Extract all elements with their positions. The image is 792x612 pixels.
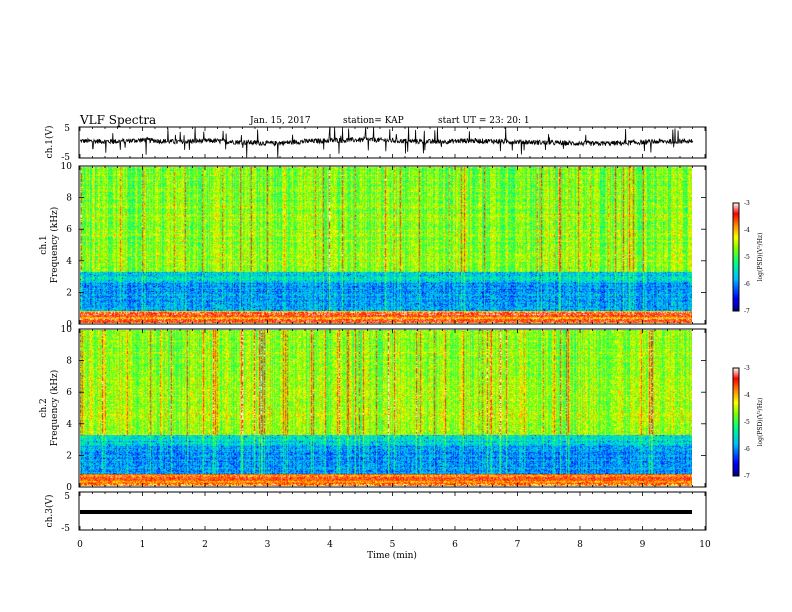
ch2-spec-ytick-6: 6 bbox=[66, 388, 72, 398]
ch2-spec-ytick-8: 8 bbox=[66, 357, 72, 367]
ch1-spec-ytick-8: 8 bbox=[66, 194, 72, 204]
xtick-label-10: 10 bbox=[699, 540, 711, 550]
xtick-label-9: 9 bbox=[640, 540, 646, 550]
figure-date: Jan. 15, 2017 bbox=[249, 116, 311, 126]
xtick-label-5: 5 bbox=[390, 540, 396, 550]
ch2-colorbar: -3 -4 -5 -6 -7 log(PSD)(V²/Hz) bbox=[732, 365, 764, 480]
cb1-tick--4: -4 bbox=[744, 227, 750, 234]
ch1-colorbar-label: log(PSD)(V²/Hz) bbox=[757, 233, 764, 282]
ch2-colorbar-gradient bbox=[733, 368, 739, 476]
figure-start-time: start UT = 23: 20: 1 bbox=[438, 116, 530, 126]
ch1-spectrogram-panel: 0 2 4 6 8 10 ch.1 Frequency (kHz) bbox=[39, 162, 707, 330]
ch1-ylabel: ch.1(V) bbox=[44, 126, 55, 159]
ch2-colorbar-frame bbox=[732, 367, 740, 477]
ch2-ylabel-frequency: Frequency (kHz) bbox=[49, 370, 60, 447]
cb2-tick--5: -5 bbox=[744, 419, 750, 426]
cb1-tick--5: -5 bbox=[744, 254, 750, 261]
ch2-spec-ytick-4: 4 bbox=[66, 420, 72, 430]
xtick-label-4: 4 bbox=[327, 540, 333, 550]
cb2-tick--4: -4 bbox=[744, 392, 750, 399]
ch2-spec-ytick-2: 2 bbox=[66, 451, 72, 461]
ch1-ylabel-channel: ch.1 bbox=[39, 235, 49, 254]
ch2-ylabel-channel: ch.2 bbox=[39, 398, 49, 417]
ch1-ylabel-frequency: Frequency (kHz) bbox=[49, 207, 60, 284]
ch1-spec-ytick-10: 10 bbox=[61, 162, 73, 172]
ch1-spec-ytick-2: 2 bbox=[66, 288, 72, 298]
xtick-label-3: 3 bbox=[265, 540, 271, 550]
xtick-label-2: 2 bbox=[202, 540, 208, 550]
cb2-tick--7: -7 bbox=[744, 473, 750, 480]
ch1-spec-ytick-4: 4 bbox=[66, 257, 72, 267]
ch1-colorbar-gradient bbox=[733, 203, 739, 311]
cb1-tick--6: -6 bbox=[744, 281, 750, 288]
ch3-ylabel: ch.3(V) bbox=[44, 495, 55, 528]
xtick-label-8: 8 bbox=[577, 540, 583, 550]
ch1-waveform-line bbox=[79, 126, 693, 159]
ch1-ytick-bottom: -5 bbox=[61, 153, 70, 163]
xtick-label-0: 0 bbox=[77, 540, 83, 550]
cb1-tick--7: -7 bbox=[744, 308, 750, 315]
ch1-colorbar-frame bbox=[732, 202, 740, 312]
cb1-tick--3: -3 bbox=[744, 200, 750, 207]
ch3-ytick-top: 5 bbox=[64, 492, 70, 502]
ch2-colorbar-label: log(PSD)(V²/Hz) bbox=[757, 398, 764, 447]
ch1-spec-ytick-6: 6 bbox=[66, 225, 72, 235]
ch1-ytick-top: 5 bbox=[64, 124, 70, 134]
cb2-tick--6: -6 bbox=[744, 446, 750, 453]
figure-station: station= KAP bbox=[343, 116, 404, 126]
x-axis-label: Time (min) bbox=[367, 550, 417, 561]
ch1-waveform-panel: 5 -5 ch.1(V) bbox=[44, 124, 707, 163]
ch1-spectrogram-image bbox=[80, 167, 692, 323]
ch1-colorbar: -3 -4 -5 -6 -7 log(PSD)(V²/Hz) bbox=[732, 200, 764, 315]
figure-title: VLF Spectra bbox=[79, 113, 156, 127]
xtick-label-6: 6 bbox=[452, 540, 458, 550]
ch2-spec-ytick-10: 10 bbox=[61, 325, 73, 335]
ch2-spec-ytick-0: 0 bbox=[66, 483, 72, 493]
ch3-ytick-bottom: -5 bbox=[61, 524, 70, 534]
cb2-tick--3: -3 bbox=[744, 365, 750, 372]
ch3-waveform-panel: 5 -5 ch.3(V) bbox=[44, 491, 707, 534]
ch1-spec-ytick-0: 0 bbox=[66, 320, 72, 330]
ch2-spectrogram-image bbox=[80, 330, 692, 486]
ch2-spectrogram-panel: 0 2 4 6 8 10 ch.2 Frequency (kHz) bbox=[39, 325, 707, 493]
xtick-label-7: 7 bbox=[515, 540, 521, 550]
xtick-label-1: 1 bbox=[140, 540, 146, 550]
